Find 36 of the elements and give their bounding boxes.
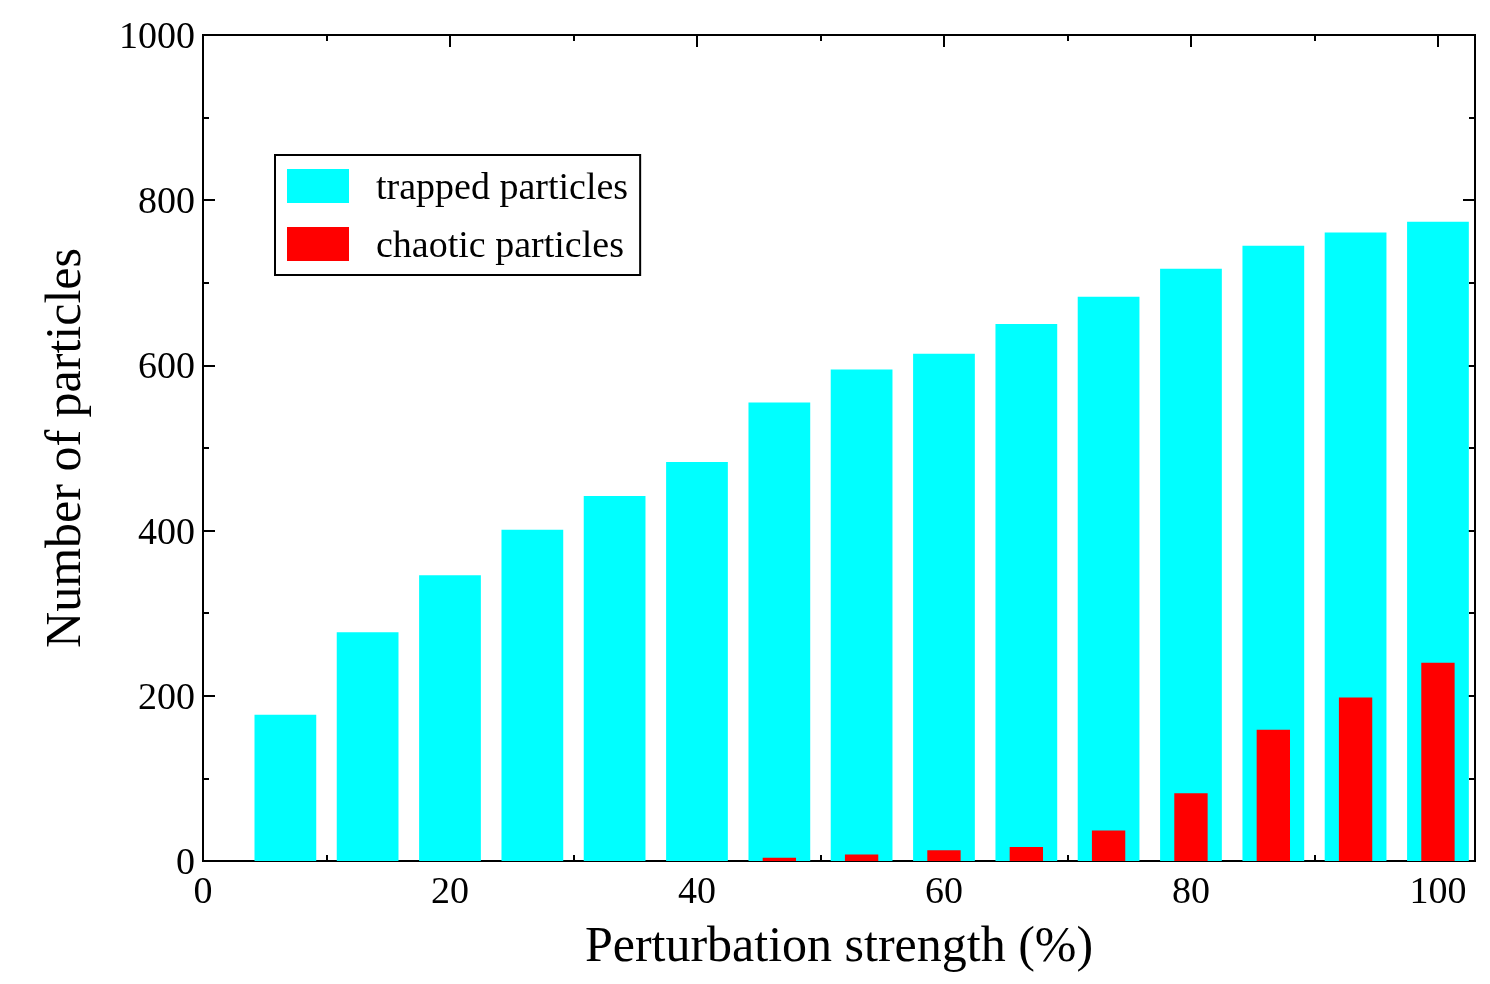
bar	[1256, 729, 1290, 861]
y-tick-label: 1000	[119, 14, 195, 56]
bar	[666, 462, 728, 861]
legend-label: trapped particles	[376, 165, 629, 207]
x-axis-title: Perturbation strength (%)	[584, 916, 1094, 972]
bar	[1174, 793, 1208, 861]
bar	[1421, 662, 1455, 861]
bar	[1160, 268, 1222, 861]
bar	[748, 402, 811, 861]
bar	[419, 575, 481, 861]
y-axis-title: Number of particles	[35, 248, 91, 648]
y-tick-label: 0	[176, 840, 195, 882]
x-tick-label: 60	[924, 869, 963, 911]
x-tick-label: 20	[430, 869, 469, 911]
bar	[501, 529, 564, 861]
bar	[1077, 296, 1140, 861]
bar	[1091, 830, 1126, 861]
bar	[927, 850, 961, 861]
bar	[1338, 697, 1373, 861]
y-tick-label: 800	[138, 179, 195, 222]
bar	[583, 495, 646, 861]
bar	[913, 353, 975, 861]
y-tick-label: 400	[138, 509, 195, 552]
bar	[336, 632, 399, 861]
y-tick-label: 200	[138, 674, 195, 717]
x-tick-label: 80	[1171, 869, 1210, 911]
y-tick-label: 600	[138, 344, 195, 387]
x-tick-label: 100	[1409, 869, 1467, 911]
bar	[762, 857, 797, 861]
bar	[830, 369, 893, 861]
bar	[254, 714, 317, 861]
bar	[844, 854, 879, 861]
x-tick-label: 40	[677, 869, 716, 911]
bar	[995, 324, 1058, 861]
legend-label: chaotic particles	[376, 223, 624, 265]
bar	[1009, 846, 1044, 861]
